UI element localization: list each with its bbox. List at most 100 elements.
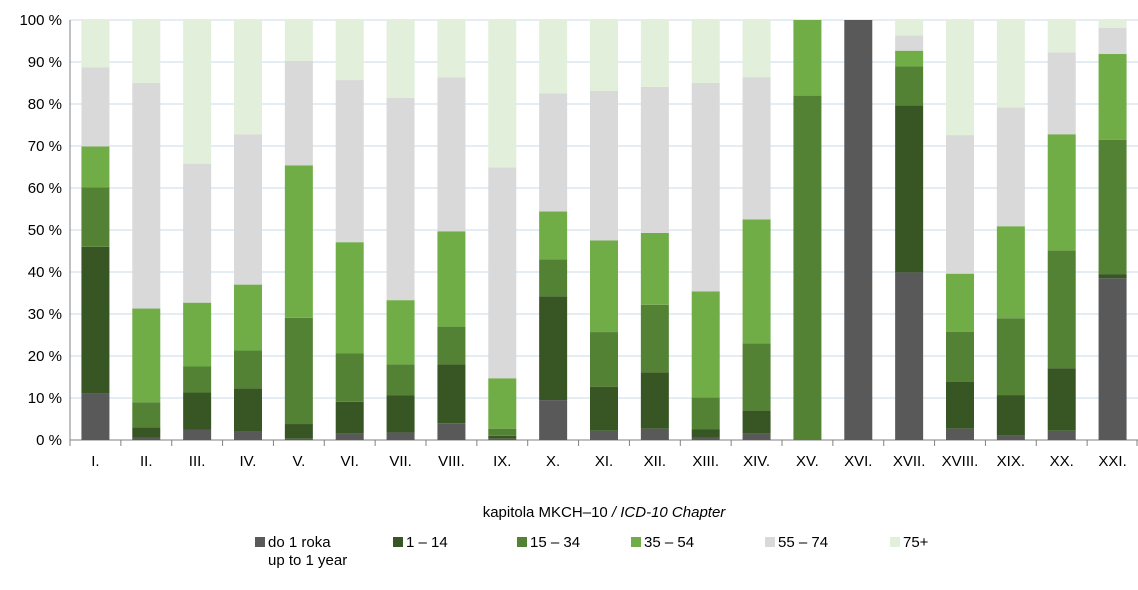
bar-segment	[284, 20, 313, 61]
x-tick-label: V.	[292, 453, 305, 470]
bar-segment	[590, 20, 618, 91]
legend-label: 75+	[903, 534, 929, 551]
y-tick-label: 40 %	[28, 264, 62, 281]
bar-segment	[386, 364, 415, 396]
bar-segment	[640, 304, 669, 373]
bar-segment	[640, 372, 669, 429]
bar-segment	[640, 86, 669, 233]
bar-segment	[81, 146, 110, 188]
bar-segment	[386, 395, 415, 433]
bar-segment	[488, 167, 517, 379]
bar-segment	[183, 366, 212, 393]
bar-segment	[488, 438, 517, 440]
legend-swatch	[890, 537, 900, 547]
bar-segment	[437, 364, 466, 424]
bar-segment	[1047, 134, 1076, 251]
x-tick-label: VII.	[389, 453, 412, 470]
y-tick-label: 20 %	[28, 348, 62, 365]
bar-segment	[996, 107, 1025, 227]
x-axis-title: kapitola MKCH–10 / ICD-10 Chapter	[483, 504, 727, 521]
bar-segment	[132, 402, 161, 428]
y-tick-label: 0 %	[36, 432, 62, 449]
bar-segment	[234, 284, 262, 351]
bar-segment	[793, 20, 822, 96]
x-tick-label: IV.	[240, 453, 257, 470]
bar-segment	[437, 326, 466, 365]
x-tick-label: II.	[140, 453, 153, 470]
bar-segment	[1047, 20, 1076, 53]
bar-segment	[946, 428, 974, 440]
y-tick-label: 60 %	[28, 180, 62, 197]
bar-segment	[81, 20, 110, 68]
bar-segment	[539, 296, 568, 401]
bar-segment	[234, 388, 262, 432]
bar-segment	[844, 20, 873, 440]
x-axis-title-en: / ICD-10 Chapter	[611, 504, 726, 521]
bar-segment	[895, 35, 924, 51]
bar-segment	[742, 77, 771, 220]
bar-segment	[640, 20, 669, 87]
bar-segment	[946, 20, 974, 136]
x-tick-label: XIV.	[743, 453, 770, 470]
bar-segment	[640, 232, 669, 305]
bar-segment	[183, 163, 212, 303]
bar-segment	[335, 353, 364, 402]
bar-segment	[539, 211, 568, 260]
y-tick-label: 10 %	[28, 390, 62, 407]
bar-segment	[742, 410, 771, 434]
bar-segment	[335, 20, 364, 81]
bar-segment	[691, 20, 720, 83]
bar-segment	[640, 428, 669, 440]
y-tick-label: 90 %	[28, 54, 62, 71]
bar-segment	[488, 435, 517, 439]
bar-segment	[183, 392, 212, 430]
bar-segment	[590, 240, 618, 333]
bar-segment	[335, 242, 364, 354]
bar-segment	[234, 431, 262, 440]
bar-segment	[1047, 250, 1076, 369]
x-tick-label: III.	[189, 453, 206, 470]
bar-segment	[386, 432, 415, 440]
bar-segment	[1098, 27, 1127, 55]
bar-segment	[132, 437, 161, 440]
bar-segment	[996, 318, 1025, 396]
bar-segment	[81, 67, 110, 147]
bar-segment	[437, 20, 466, 78]
bar-segment	[488, 428, 517, 436]
bar-segment	[895, 50, 924, 67]
x-tick-label: XVIII.	[942, 453, 979, 470]
bar-segment	[386, 20, 415, 98]
bar-segment	[234, 350, 262, 389]
bar-segment	[81, 393, 110, 440]
x-tick-label: XX.	[1050, 453, 1074, 470]
bar-segment	[437, 77, 466, 232]
bar-segment	[1098, 274, 1127, 279]
legend-label-en: up to 1 year	[268, 552, 347, 569]
bar-segment	[183, 20, 212, 164]
bar-segment	[1047, 52, 1076, 135]
x-tick-label: VIII.	[438, 453, 465, 470]
bar-segment	[691, 429, 720, 438]
bar-segment	[946, 273, 974, 332]
bar-segment	[793, 95, 822, 440]
bar-segment	[946, 135, 974, 274]
bar-segment	[539, 20, 568, 94]
bar-segment	[996, 435, 1025, 440]
bar-segment	[539, 259, 568, 297]
x-tick-label: XII.	[644, 453, 667, 470]
bar-segment	[183, 302, 212, 367]
bar-segment	[1047, 368, 1076, 431]
bar-segment	[742, 20, 771, 78]
bar-segment	[742, 433, 771, 440]
x-tick-label: XVII.	[893, 453, 926, 470]
x-tick-label: XI.	[595, 453, 613, 470]
x-tick-label: XIII.	[692, 453, 719, 470]
bar-segment	[895, 272, 924, 440]
x-tick-label: XV.	[796, 453, 819, 470]
x-tick-label: VI.	[341, 453, 359, 470]
bar-segment	[234, 20, 262, 135]
bar-segment	[590, 90, 618, 241]
bar-segment	[1098, 54, 1127, 140]
bar-segment	[691, 437, 720, 440]
